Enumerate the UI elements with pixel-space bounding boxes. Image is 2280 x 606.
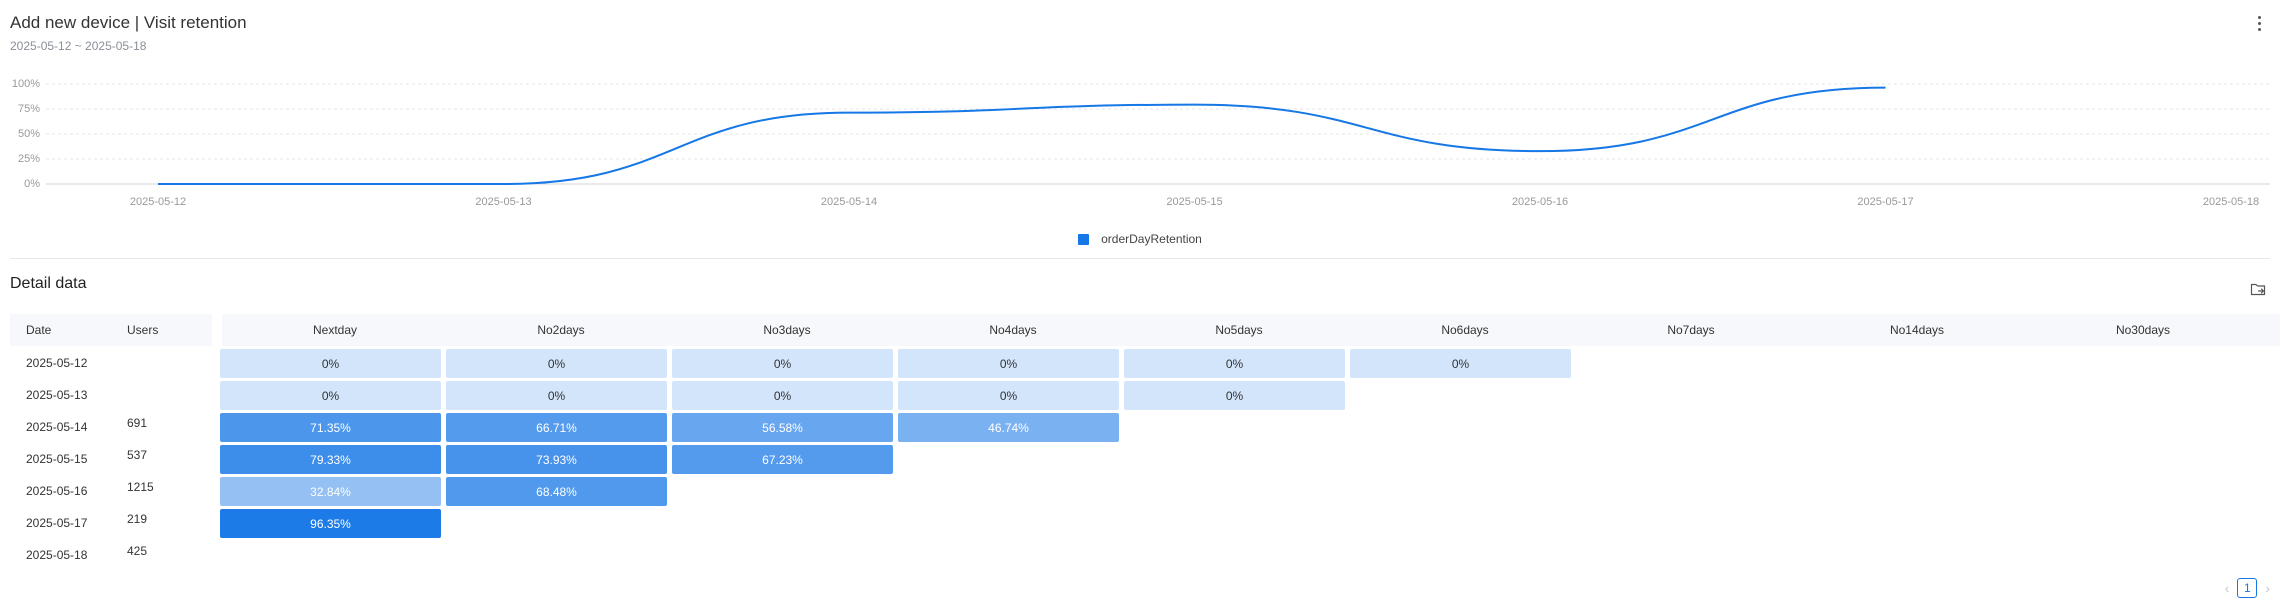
column-header-period: No6days [1441,323,1489,337]
table-header: Date Users Nextday No2days No3days No4days N… [10,314,2280,346]
page-title: Add new device | Visit retention [10,13,247,32]
row-users: 219 [127,512,148,526]
table-row: 2025-05-16 1215 32.84% 68.48% [10,474,2280,506]
y-tick-label: 100% [11,78,40,90]
x-tick-label: 2025-05-15 [1166,196,1223,208]
retention-cell[interactable]: 71.35% [220,413,441,442]
x-tick-label: 2025-05-17 [1857,196,1914,208]
y-tick-label: 25% [17,153,40,165]
row-date: 2025-05-14 [26,420,88,434]
legend-swatch [1078,233,1090,245]
retention-cell[interactable]: 0% [898,349,1119,378]
retention-cell[interactable]: 0% [1124,381,1345,410]
retention-cell[interactable]: 0% [220,349,441,378]
table-row: 2025-05-15 537 79.33% 73.93% 67.23% [10,442,2280,474]
chart-canvas [46,83,2270,186]
column-header-period: No7days [1667,323,1715,337]
date-range-label: 2025-05-12 ~ 2025-05-18 [10,39,147,53]
retention-cell[interactable]: 0% [220,381,441,410]
column-header-period: No2days [537,323,585,337]
x-tick-label: 2025-05-16 [1511,196,1569,208]
row-date: 2025-05-15 [26,452,88,466]
chart-header: Add new device | Visit retention 2025-05… [10,12,247,54]
table-header-periods: Nextday No2days No3days No4days No5days No6da… [222,314,2280,346]
retention-cell[interactable]: 67.23% [672,445,893,474]
table-row: 2025-05-14 691 71.35% 66.71% 56.58% 46.74% [10,410,2280,442]
y-tick-label: 75% [17,103,40,115]
retention-line-chart: 100% 75% 50% 25% 0% 2025-05-12 2025-05-13 2025-… [0,70,2280,208]
pagination-prev-button[interactable]: ‹ [2224,580,2230,596]
more-options-icon[interactable] [2250,12,2268,34]
retention-cell[interactable]: 32.84% [220,477,441,506]
column-header-period: No5days [1215,323,1263,337]
table-row: 2025-05-17 219 96.35% [10,506,2280,538]
x-tick-label: 2025-05-12 [129,196,187,208]
chart-legend: orderDayRetention [0,232,2280,246]
retention-cell[interactable]: 0% [898,381,1119,410]
pagination-page-current[interactable]: 1 [2237,578,2258,598]
column-header-date: Date [26,323,52,337]
retention-cell[interactable]: 0% [672,349,893,378]
x-tick-label: 2025-05-13 [475,196,532,208]
column-header-period: No3days [763,323,811,337]
retention-cell[interactable]: 46.74% [898,413,1119,442]
row-users: 425 [127,544,148,558]
pagination-next-button[interactable]: › [2265,580,2270,596]
table-row: 2025-05-13 0% 0% 0% 0% 0% [10,378,2280,410]
retention-cell[interactable]: 0% [672,381,893,410]
retention-table: Date Users Nextday No2days No3days No4days N… [10,314,2280,562]
y-tick-label: 0% [24,178,40,190]
retention-cell[interactable]: 0% [1350,349,1571,378]
row-date: 2025-05-12 [26,356,88,370]
table-header-fixed: Date Users [10,314,212,346]
legend-label: orderDayRetention [1101,232,1202,246]
column-header-period: No4days [989,323,1037,337]
retention-cell[interactable]: 56.58% [672,413,893,442]
retention-cell[interactable]: 68.48% [446,477,667,506]
pagination: ‹ 1 › [2225,578,2270,598]
detail-section-title: Detail data [10,275,87,292]
row-date: 2025-05-18 [26,548,88,562]
retention-cell[interactable]: 73.93% [446,445,667,474]
table-row: 2025-05-12 0% 0% 0% 0% 0% 0% [10,346,2280,378]
row-users: 691 [127,416,148,430]
series-line-orderdayretention[interactable] [158,86,1886,186]
row-users: 1215 [127,480,154,494]
retention-cell[interactable]: 66.71% [446,413,667,442]
section-divider [10,258,2270,259]
column-header-period: Nextday [312,323,358,337]
retention-cell[interactable]: 0% [446,349,667,378]
retention-cell[interactable]: 0% [1124,349,1345,378]
row-date: 2025-05-16 [26,484,88,498]
x-tick-label: 2025-05-14 [820,196,878,208]
export-folder-icon[interactable] [2250,281,2266,297]
retention-cell[interactable]: 0% [446,381,667,410]
row-users: 537 [127,448,148,462]
retention-cell[interactable]: 96.35% [220,509,441,538]
row-date: 2025-05-17 [26,516,88,530]
column-header-users: Users [127,323,159,337]
legend-item-orderdayretention[interactable]: orderDayRetention [1078,232,1202,246]
row-date: 2025-05-13 [26,388,88,402]
retention-cell[interactable]: 79.33% [220,445,441,474]
table-row: 2025-05-18 425 [10,538,2280,570]
x-tick-label: 2025-05-18 [2202,196,2260,208]
column-header-period: No30days [2115,323,2171,337]
column-header-period: No14days [1889,323,1945,337]
y-tick-label: 50% [17,128,40,140]
